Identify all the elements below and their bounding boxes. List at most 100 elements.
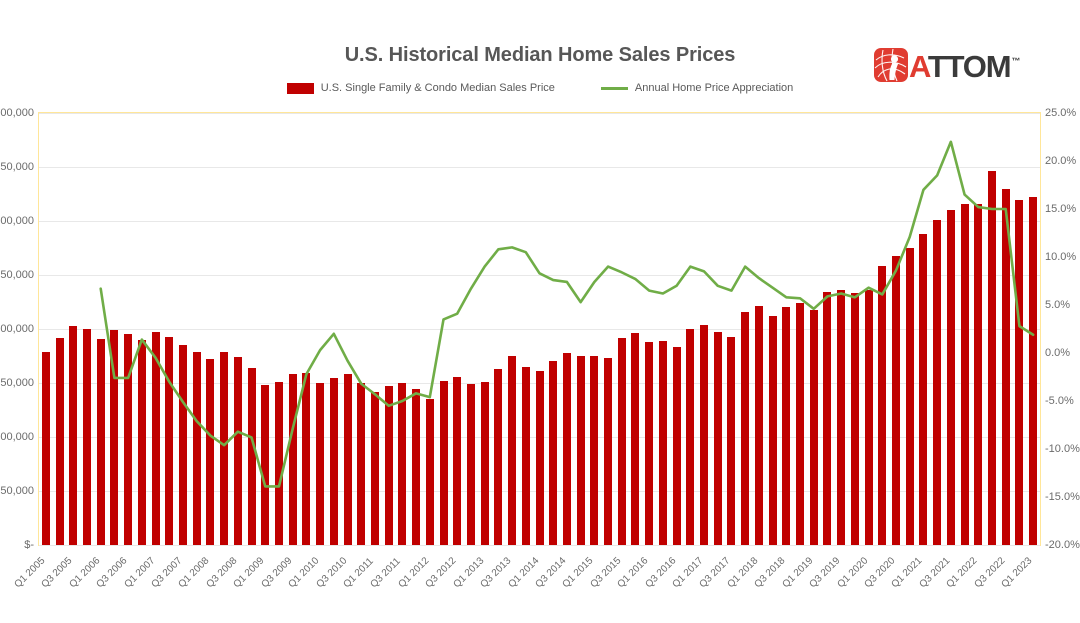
- bar[interactable]: [946, 210, 955, 545]
- bar[interactable]: [713, 332, 722, 545]
- bar[interactable]: [521, 366, 530, 545]
- y-axis-left-tick-label: 00,000: [0, 215, 34, 227]
- bar[interactable]: [960, 203, 969, 545]
- bar[interactable]: [192, 351, 201, 545]
- bar[interactable]: [878, 266, 887, 545]
- bar[interactable]: [261, 385, 270, 545]
- bar[interactable]: [494, 368, 503, 545]
- logo-letter-a: A: [909, 48, 929, 84]
- y-axis-left-tick-label: 50,000: [0, 161, 34, 173]
- y-axis-right-tick-label: 0.0%: [1045, 347, 1071, 359]
- bar[interactable]: [796, 303, 805, 545]
- bar[interactable]: [535, 371, 544, 545]
- bar[interactable]: [41, 351, 50, 545]
- bar[interactable]: [892, 255, 901, 545]
- legend-label-bar: U.S. Single Family & Condo Median Sales …: [320, 82, 555, 94]
- bar[interactable]: [864, 290, 873, 545]
- bar[interactable]: [453, 376, 462, 545]
- bar[interactable]: [480, 381, 489, 545]
- bar[interactable]: [1015, 200, 1024, 545]
- bar[interactable]: [562, 352, 571, 545]
- y-axis-left-tick-label: 00,000: [0, 431, 34, 443]
- bar[interactable]: [782, 307, 791, 545]
- bar[interactable]: [220, 351, 229, 545]
- bar[interactable]: [700, 324, 709, 545]
- gridline: [39, 113, 1040, 114]
- bar[interactable]: [658, 340, 667, 545]
- legend-item-line[interactable]: Annual Home Price Appreciation: [600, 82, 793, 94]
- y-axis-left-tick-label: 00,000: [0, 323, 34, 335]
- bar[interactable]: [247, 367, 256, 545]
- gridline: [39, 167, 1040, 168]
- bar[interactable]: [151, 332, 160, 545]
- bar[interactable]: [288, 374, 297, 545]
- bar[interactable]: [357, 383, 366, 545]
- bar[interactable]: [1029, 197, 1038, 545]
- attom-logo-mark-icon: [874, 48, 908, 82]
- y-axis-left-tick-label: 00,000: [0, 107, 34, 119]
- bar[interactable]: [206, 359, 215, 545]
- bar[interactable]: [576, 356, 585, 545]
- bar[interactable]: [974, 203, 983, 545]
- bar[interactable]: [412, 389, 421, 545]
- bar[interactable]: [96, 338, 105, 545]
- bar[interactable]: [178, 345, 187, 545]
- legend-item-bar[interactable]: U.S. Single Family & Condo Median Sales …: [286, 82, 555, 94]
- attom-logo[interactable]: ATTOM™: [874, 47, 1020, 84]
- bar[interactable]: [55, 337, 64, 545]
- bar[interactable]: [398, 383, 407, 545]
- bar[interactable]: [124, 334, 133, 545]
- y-axis-right-tick-label: -20.0%: [1045, 539, 1080, 551]
- bar[interactable]: [274, 381, 283, 545]
- bar[interactable]: [823, 292, 832, 545]
- bar[interactable]: [988, 171, 996, 545]
- plot-area: [38, 112, 1041, 546]
- bar[interactable]: [604, 358, 613, 545]
- bar[interactable]: [425, 399, 434, 545]
- bar[interactable]: [919, 233, 928, 545]
- bar[interactable]: [343, 374, 352, 545]
- y-axis-left-tick-label: $-: [24, 539, 34, 551]
- bar[interactable]: [137, 339, 146, 545]
- bar[interactable]: [754, 306, 763, 545]
- bar[interactable]: [809, 309, 818, 545]
- bar[interactable]: [439, 380, 448, 545]
- bar[interactable]: [82, 329, 91, 545]
- bar[interactable]: [905, 248, 914, 545]
- bar[interactable]: [1001, 188, 1010, 545]
- bar[interactable]: [384, 386, 393, 545]
- bar[interactable]: [233, 357, 242, 545]
- bar[interactable]: [741, 311, 750, 545]
- bar[interactable]: [768, 316, 777, 545]
- bar[interactable]: [631, 333, 640, 545]
- bar[interactable]: [370, 391, 379, 545]
- y-axis-right-tick-label: 10.0%: [1045, 251, 1077, 263]
- bar[interactable]: [466, 384, 475, 545]
- bar[interactable]: [110, 330, 119, 545]
- bar[interactable]: [549, 361, 558, 545]
- y-axis-left-tick-label: 50,000: [0, 377, 34, 389]
- bar[interactable]: [617, 337, 626, 545]
- legend-line-swatch-icon: [600, 86, 628, 90]
- bar[interactable]: [302, 373, 311, 545]
- bar[interactable]: [590, 356, 599, 545]
- logo-letters-rest: TTOM: [927, 48, 1012, 84]
- y-axis-right-tick-label: -5.0%: [1045, 395, 1074, 407]
- y-axis-right-tick-label: 25.0%: [1045, 107, 1077, 119]
- bar[interactable]: [686, 329, 695, 545]
- bar[interactable]: [727, 336, 736, 545]
- bar[interactable]: [672, 347, 681, 545]
- bar[interactable]: [837, 290, 846, 545]
- y-axis-right-tick-label: 20.0%: [1045, 155, 1077, 167]
- bar[interactable]: [850, 293, 859, 545]
- bar[interactable]: [933, 219, 942, 545]
- bar[interactable]: [645, 341, 654, 545]
- bar[interactable]: [329, 377, 338, 545]
- bar[interactable]: [69, 325, 78, 545]
- bar[interactable]: [165, 336, 174, 545]
- bar[interactable]: [316, 383, 325, 545]
- y-axis-left-tick-label: 50,000: [0, 269, 34, 281]
- bar[interactable]: [508, 356, 517, 545]
- gridline: [39, 221, 1040, 222]
